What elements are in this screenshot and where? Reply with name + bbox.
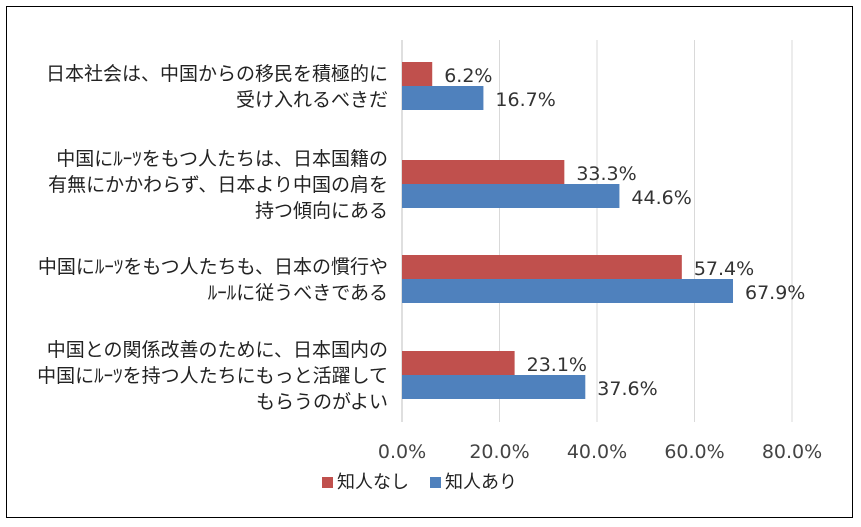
category-label: 中国との関係改善のために、日本国内の [47, 339, 388, 361]
data-label: 44.6% [631, 187, 691, 209]
x-tick-label: 80.0% [762, 441, 822, 463]
category-label: 受け入れるべきだ [236, 89, 388, 111]
bar-has-acquaintance [402, 86, 484, 110]
category-label: 中国にﾙｰﾂを持つ人たちにもっと活躍して [37, 365, 388, 387]
bar-no-acquaintance [402, 255, 682, 279]
x-tick-label: 20.0% [469, 441, 529, 463]
legend-swatch [430, 477, 441, 488]
category-label: もらうのがよい [256, 391, 388, 413]
data-label: 33.3% [576, 163, 636, 185]
category-label: 中国にﾙｰﾂをもつ人たちも、日本の慣行や [38, 256, 388, 278]
legend-label: 知人あり [445, 472, 517, 493]
data-label: 57.4% [694, 258, 754, 280]
x-tick-label: 60.0% [664, 441, 724, 463]
category-label: 持つ傾向にある [255, 200, 388, 222]
x-tick-label: 0.0% [378, 441, 426, 463]
data-label: 23.1% [527, 354, 587, 376]
bar-no-acquaintance [402, 62, 433, 86]
legend-swatch [322, 477, 333, 488]
data-label: 6.2% [444, 65, 492, 87]
category-label: ﾙｰﾙに従うべきである [208, 282, 388, 304]
category-label: 有無にかかわらず、日本より中国の肩を [48, 174, 388, 196]
bar-has-acquaintance [402, 279, 734, 303]
bar-has-acquaintance [402, 375, 586, 399]
bar-has-acquaintance [402, 184, 620, 208]
data-label: 67.9% [745, 282, 805, 304]
bar-no-acquaintance [402, 160, 565, 184]
data-label: 37.6% [597, 378, 657, 400]
x-tick-label: 40.0% [567, 441, 627, 463]
category-label: 中国にﾙｰﾂをもつ人たちは、日本国籍の [56, 148, 388, 170]
legend-label: 知人なし [337, 472, 409, 493]
category-label: 日本社会は、中国からの移民を積極的に [46, 63, 388, 85]
bar-no-acquaintance [402, 351, 515, 375]
data-label: 16.7% [495, 89, 555, 111]
